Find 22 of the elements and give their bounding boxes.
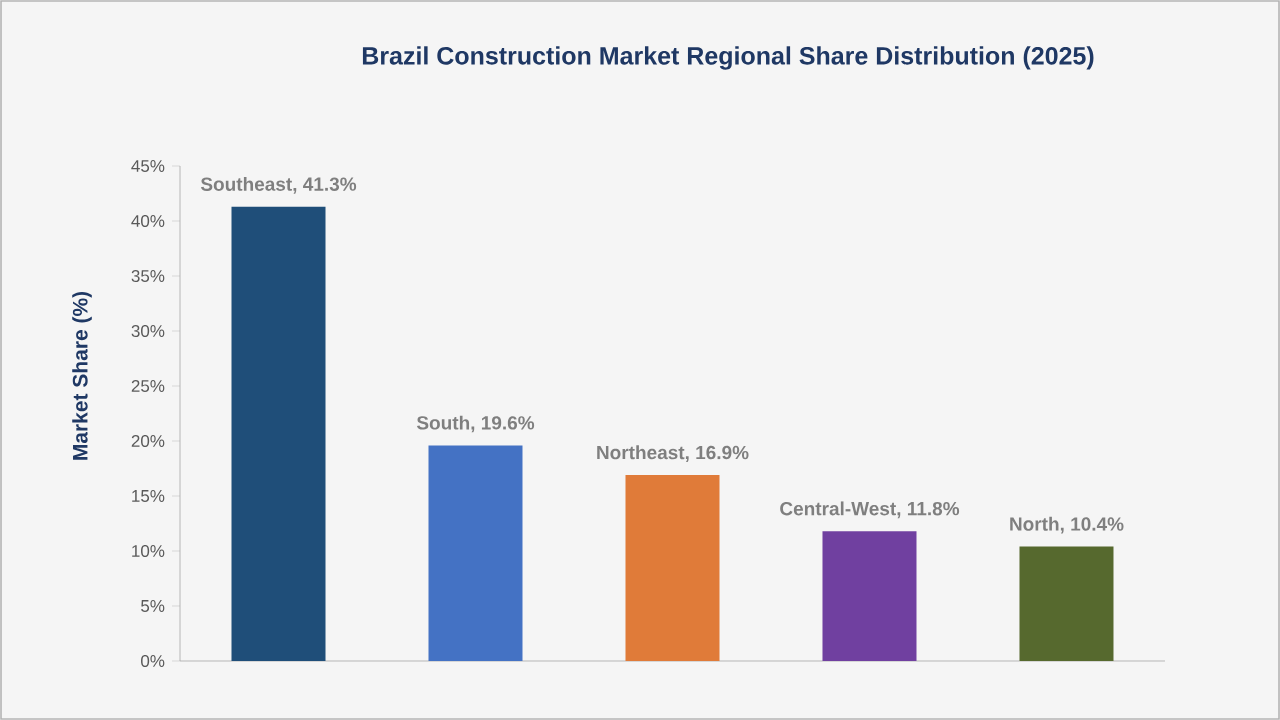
y-tick-label: 20% bbox=[131, 435, 165, 448]
bar bbox=[1019, 546, 1114, 661]
bar bbox=[822, 531, 917, 661]
bar bbox=[428, 445, 523, 661]
y-tick-label: 25% bbox=[131, 380, 165, 393]
y-tick-label: 40% bbox=[131, 215, 165, 228]
y-tick-label: 15% bbox=[132, 490, 165, 502]
bar bbox=[625, 475, 720, 661]
data-label: Central-West, 11.8% bbox=[780, 501, 960, 519]
data-label: North, 10.4% bbox=[1010, 516, 1124, 534]
y-tick-label: 30% bbox=[131, 325, 165, 338]
y-tick-label: 5% bbox=[141, 600, 165, 612]
chart-title: Brazil Construction Market Regional Share Distribution (2025) bbox=[362, 46, 1094, 70]
data-label: South, 19.6% bbox=[416, 415, 535, 433]
data-label: Southeast, 41.3% bbox=[200, 176, 357, 194]
data-label: Northeast, 16.9% bbox=[597, 445, 749, 463]
y-tick-label: 10% bbox=[132, 545, 165, 558]
y-axis-title: Market Share (%) bbox=[72, 291, 92, 460]
y-tick-label: 0% bbox=[141, 655, 165, 668]
bar bbox=[231, 206, 326, 661]
y-tick-label: 45% bbox=[131, 160, 165, 172]
y-tick-label: 35% bbox=[131, 270, 165, 283]
